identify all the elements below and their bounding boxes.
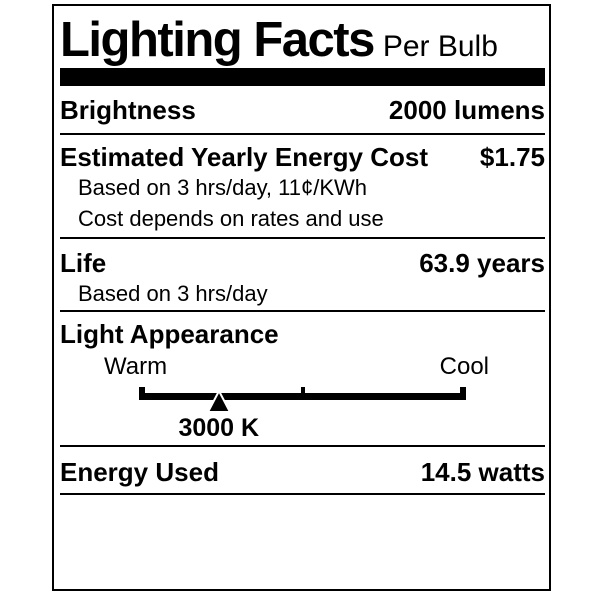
life-row: Life 63.9 years [60,248,545,278]
color-temperature-value: 3000 K [178,414,260,442]
label-title: Lighting Facts [60,13,375,67]
label-per-unit: Per Bulb [382,30,498,63]
warm-label: Warm [104,353,168,380]
energy-cost-basis-note: Based on 3 hrs/day, 11¢/KWh [78,175,368,200]
life-basis-note: Based on 3 hrs/day [78,281,268,306]
cool-label: Cool [439,353,489,380]
energy-used-name: Energy Used [60,457,219,487]
life-section: Life 63.9 years Based on 3 hrs/day [60,239,545,312]
life-value: 63.9 years [419,248,545,278]
light-appearance-heading: Light Appearance [60,319,279,349]
light-appearance-section: Light Appearance Warm Cool 3000 K [60,312,545,447]
energy-cost-name: Estimated Yearly Energy Cost [60,142,429,172]
brightness-name: Brightness [60,95,196,125]
energy-cost-section: Estimated Yearly Energy Cost $1.75 Based… [60,135,545,239]
brightness-value: 2000 lumens [388,95,545,125]
energy-cost-value: $1.75 [479,142,545,172]
scale-bar [139,393,466,400]
energy-used-value: 14.5 watts [420,457,545,487]
color-temperature-scale: 3000 K [139,387,466,445]
life-name: Life [60,248,107,278]
lighting-facts-label: Lighting Facts Per Bulb Brightness 2000 … [52,4,551,591]
triangle-up-icon [206,391,231,413]
energy-cost-row: Estimated Yearly Energy Cost $1.75 [60,142,545,172]
warm-cool-row: Warm Cool [60,354,545,380]
title-divider-bar [60,68,545,86]
energy-cost-disclaimer-note: Cost depends on rates and use [78,206,384,231]
brightness-section: Brightness 2000 lumens [60,86,545,135]
energy-used-section: Energy Used 14.5 watts [60,447,545,495]
brightness-row: Brightness 2000 lumens [60,95,545,125]
energy-used-row: Energy Used 14.5 watts [60,457,545,487]
label-header: Lighting Facts Per Bulb [60,6,545,66]
